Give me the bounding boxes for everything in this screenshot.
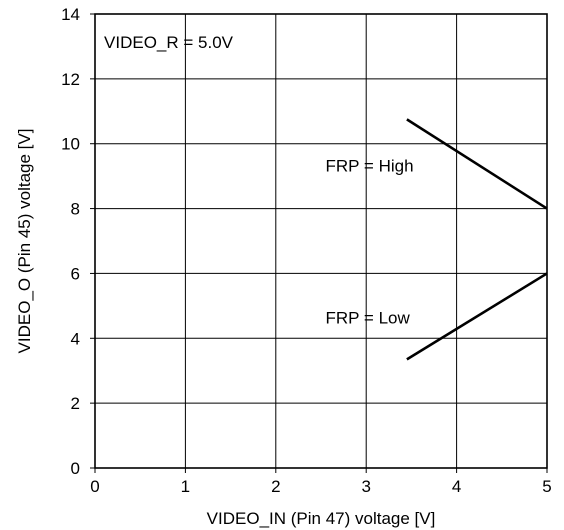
- x-tick-labels: 0 1 2 3 4 5: [90, 468, 552, 496]
- x-axis-label: VIDEO_IN (Pin 47) voltage [V]: [207, 509, 436, 528]
- x-tick-label: 3: [361, 477, 370, 496]
- y-tick-label: 6: [71, 264, 80, 283]
- y-tick-label: 8: [71, 200, 80, 219]
- y-tick-label: 10: [61, 135, 80, 154]
- y-axis-label: VIDEO_O (Pin 45) voltage [V]: [15, 129, 34, 354]
- x-tick-label: 2: [271, 477, 280, 496]
- series-lines: [406, 118, 548, 361]
- annotation-2: FRP = Low: [326, 309, 411, 328]
- x-tick-label: 5: [542, 477, 551, 496]
- grid: [95, 14, 547, 468]
- y-tick-label: 12: [61, 70, 80, 89]
- y-tick-labels: 0 2 4 6 8 10 12 14: [61, 5, 95, 478]
- annotation-1: FRP = High: [326, 156, 414, 175]
- x-tick-label: 1: [181, 477, 190, 496]
- series-line-1: [406, 272, 548, 361]
- plot-frame: [94, 13, 548, 469]
- annotations: VIDEO_R = 5.0V FRP = High FRP = Low: [104, 33, 414, 328]
- y-tick-label: 4: [71, 329, 80, 348]
- y-tick-label: 14: [61, 5, 80, 24]
- x-tick-label: 0: [90, 477, 99, 496]
- y-tick-label: 2: [71, 394, 80, 413]
- annotation-0: VIDEO_R = 5.0V: [104, 33, 234, 52]
- series-line-0: [406, 118, 548, 210]
- y-tick-label: 0: [71, 459, 80, 478]
- x-tick-label: 4: [452, 477, 461, 496]
